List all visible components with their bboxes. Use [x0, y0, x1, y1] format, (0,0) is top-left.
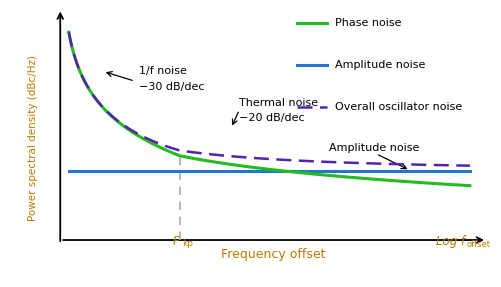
Text: Thermal noise: Thermal noise [239, 98, 318, 108]
Text: Frequency offset: Frequency offset [221, 248, 325, 261]
Text: Overall oscillator noise: Overall oscillator noise [335, 102, 462, 113]
Text: kp: kp [181, 239, 192, 248]
Text: Power spectral density (dBc/Hz): Power spectral density (dBc/Hz) [28, 55, 38, 221]
Text: −30 dB/dec: −30 dB/dec [139, 82, 204, 92]
Text: −20 dB/dec: −20 dB/dec [239, 113, 305, 123]
Text: Phase noise: Phase noise [335, 18, 401, 28]
Text: Amplitude noise: Amplitude noise [329, 143, 419, 153]
Text: F: F [173, 235, 179, 248]
Text: 1/f noise: 1/f noise [139, 66, 187, 76]
Text: Log f: Log f [435, 235, 464, 248]
Text: Amplitude noise: Amplitude noise [335, 60, 425, 70]
Text: offset: offset [465, 240, 489, 249]
